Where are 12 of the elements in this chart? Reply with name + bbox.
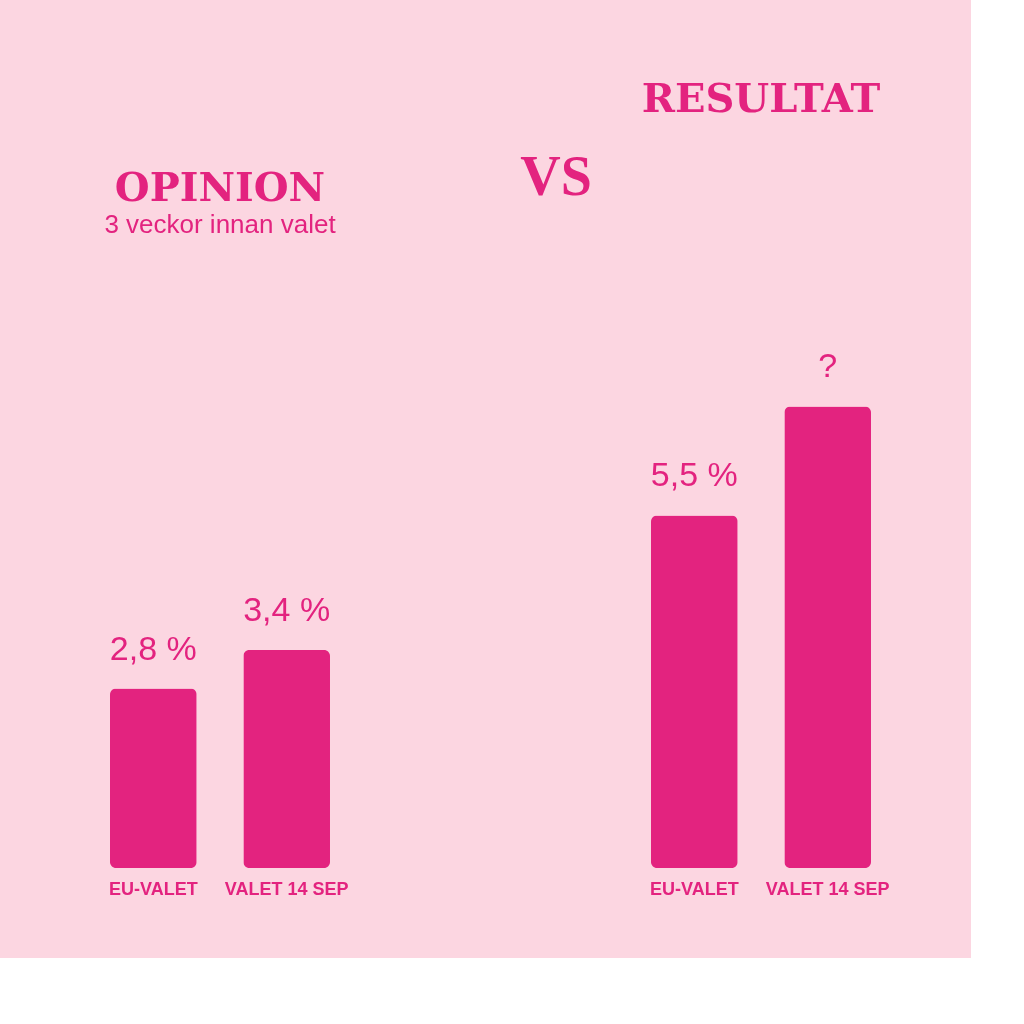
data-label: 5,5 % [650,455,738,494]
x-tick-label: EU-VALET [650,878,739,899]
data-label: 3,4 % [243,590,331,629]
data-label: ? [818,346,838,385]
x-tick-label: VALET 14 SEP [224,878,349,899]
x-tick-label: EU-VALET [109,878,198,899]
chart-title: RESULTAT [641,74,881,121]
chart-subtitle: 3 veckor innan valet [104,209,337,239]
text: VS [520,145,592,207]
x-tick-label: VALET 14 SEP [765,878,890,899]
data-label: 2,8 % [109,628,197,667]
chart-title: OPINION [114,163,326,210]
